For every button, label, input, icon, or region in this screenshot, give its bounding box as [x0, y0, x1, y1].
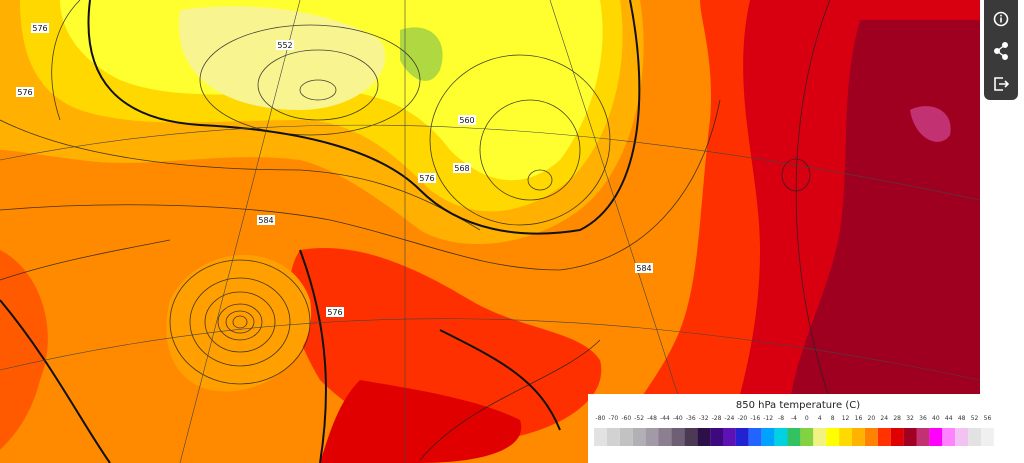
legend-tick-label: -16 [750, 415, 760, 422]
share-button[interactable] [993, 42, 1009, 61]
export-button[interactable] [994, 77, 1010, 91]
legend-tick-label: -12 [763, 415, 773, 422]
contour-label-bg [453, 163, 471, 173]
legend-scale: -80 -70 -60 -52 -48 -44 -40 -36 -32 -28 -24 -20 -16-… [594, 415, 994, 446]
weather-map: 552 576 560 568 576 584 584 576 576 [0, 0, 980, 463]
contour-label-bg [16, 87, 34, 97]
contour-label: 584 [258, 216, 273, 225]
legend-swatch [645, 428, 659, 446]
legend-swatch [774, 428, 788, 446]
legend-tick-label: -4 [791, 415, 797, 422]
legend-swatch [632, 428, 646, 446]
legend-swatch [929, 428, 943, 446]
legend-tick-label: 32 [906, 415, 914, 422]
legend-swatch [710, 428, 723, 446]
legend-swatch [839, 428, 852, 446]
legend-swatch [606, 428, 620, 446]
legend: 850 hPa temperature (C) -80 -70 -60 -52 -48-… [588, 394, 1008, 463]
legend-tick-label: -80 [596, 415, 606, 422]
legend-tick-label: 52 [971, 415, 979, 422]
contour-label-bg [326, 307, 344, 317]
info-button[interactable] [993, 11, 1009, 27]
contour-label: 584 [636, 264, 651, 273]
legend-tick-label: -40 [673, 415, 683, 422]
legend-swatch [981, 428, 994, 446]
legend-swatch [903, 428, 917, 446]
legend-swatch [890, 428, 904, 446]
legend-tick-label: 48 [958, 415, 966, 422]
legend-tick-label: -48 [647, 415, 657, 422]
legend-swatch [671, 428, 685, 446]
legend-tick-label: 12 [842, 415, 850, 422]
legend-tick-label: -60 [621, 415, 631, 422]
legend-swatch [684, 428, 698, 446]
legend-swatch [955, 428, 969, 446]
contour-label-bg [635, 263, 653, 273]
contour-label-bg [31, 23, 49, 33]
legend-swatch [619, 428, 633, 446]
legend-tick-label: -24 [725, 415, 735, 422]
contour-label: 568 [454, 164, 469, 173]
contour-label-bg [458, 115, 476, 125]
legend-tick-label: -52 [634, 415, 644, 422]
contour-label-bg [257, 215, 275, 225]
legend-swatch [723, 428, 736, 446]
legend-swatch [658, 428, 672, 446]
contour-label: 576 [419, 174, 434, 183]
toolbar-icons [993, 11, 1010, 91]
contour-label-bg [418, 173, 436, 183]
legend-tick-label: 44 [945, 415, 953, 422]
legend-swatch [942, 428, 956, 446]
legend-tick-label: 40 [932, 415, 940, 422]
contour-label: 552 [277, 41, 292, 50]
legend-swatch [877, 428, 891, 446]
legend-swatch [748, 428, 762, 446]
legend-tick-label: 36 [919, 415, 927, 422]
legend-tick-label: -70 [608, 415, 618, 422]
legend-tick-label: -44 [660, 415, 670, 422]
legend-tick-label: 4 [818, 415, 822, 422]
legend-tick-label: -8 [778, 415, 784, 422]
legend-swatch [864, 428, 878, 446]
legend-swatch [813, 428, 827, 446]
legend-tick-label: -32 [699, 415, 709, 422]
contour-label: 576 [17, 88, 32, 97]
legend-tick-label: -28 [712, 415, 722, 422]
legend-tick-label: -36 [686, 415, 696, 422]
legend-tick-label: 0 [805, 415, 809, 422]
legend-tick-label: 24 [880, 415, 888, 422]
legend-swatch [761, 428, 775, 446]
legend-swatch [735, 428, 749, 446]
legend-swatch [826, 428, 840, 446]
legend-tick-label: 8 [831, 415, 835, 422]
legend-title: 850 hPa temperature (C) [735, 400, 861, 411]
legend-tick-label: 20 [868, 415, 876, 422]
contour-label-bg [276, 40, 294, 50]
legend-swatch [968, 428, 981, 446]
contour-label: 560 [459, 116, 474, 125]
legend-swatch [594, 428, 607, 446]
legend-swatch [800, 428, 814, 446]
legend-swatch [916, 428, 930, 446]
contour-label: 576 [32, 24, 47, 33]
legend-swatch [787, 428, 801, 446]
legend-swatch [697, 428, 711, 446]
legend-tick-label: 16 [855, 415, 863, 422]
legend-tick-label: 56 [984, 415, 992, 422]
legend-swatch [852, 428, 865, 446]
legend-tick-label: -20 [737, 415, 747, 422]
toolbar [984, 0, 1018, 100]
legend-tick-label: 28 [893, 415, 901, 422]
contour-label: 576 [327, 308, 342, 317]
